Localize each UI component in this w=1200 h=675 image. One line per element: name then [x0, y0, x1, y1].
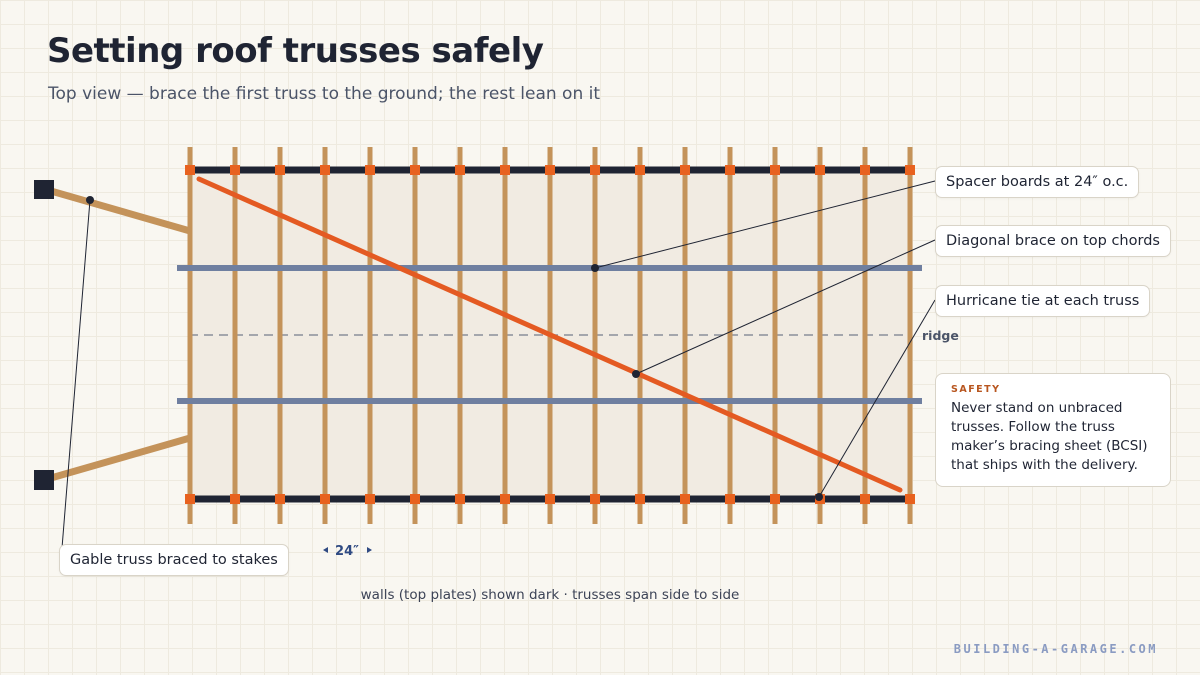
diagram-footnote: walls (top plates) shown dark · trusses …	[360, 587, 740, 603]
callout-hurricane: Hurricane tie at each truss	[935, 285, 1151, 317]
hurricane-tie-lower-4	[320, 494, 330, 504]
leader-diagonal	[635, 239, 936, 375]
stake-lower	[34, 470, 54, 490]
hurricane-tie-lower-12	[680, 494, 690, 504]
leader-dot-diagonal	[632, 370, 640, 378]
hurricane-tie-lower-8	[500, 494, 510, 504]
hurricane-tie-upper-14	[770, 165, 780, 175]
hurricane-tie-upper-3	[275, 165, 285, 175]
hurricane-tie-upper-1	[185, 165, 195, 175]
hurricane-tie-upper-11	[635, 165, 645, 175]
hurricane-tie-upper-4	[320, 165, 330, 175]
leader-dot-gable	[86, 196, 94, 204]
diagonal-brace	[196, 176, 903, 493]
hurricane-tie-upper-7	[455, 165, 465, 175]
hurricane-tie-lower-13	[725, 494, 735, 504]
leader-dot-hurricane	[815, 493, 823, 501]
callout-diagonal: Diagonal brace on top chords	[935, 225, 1171, 257]
hurricane-tie-lower-9	[545, 494, 555, 504]
page-title: Setting roof trusses safely	[47, 31, 544, 71]
hurricane-tie-upper-10	[590, 165, 600, 175]
leader-dot-spacers	[591, 264, 599, 272]
leader-gable	[61, 199, 91, 549]
hurricane-tie-upper-15	[815, 165, 825, 175]
safety-text: Never stand on unbraced trusses. Follow …	[951, 400, 1148, 473]
hurricane-tie-lower-14	[770, 494, 780, 504]
hurricane-tie-lower-5	[365, 494, 375, 504]
hurricane-tie-lower-10	[590, 494, 600, 504]
callout-spacers: Spacer boards at 24″ o.c.	[935, 166, 1140, 198]
safety-heading: SAFETY	[951, 384, 1001, 395]
hurricane-tie-lower-3	[275, 494, 285, 504]
hurricane-tie-upper-17	[905, 165, 915, 175]
hurricane-tie-upper-13	[725, 165, 735, 175]
safety-note: SAFETY Never stand on unbraced trusses. …	[935, 373, 1171, 487]
hurricane-tie-lower-11	[635, 494, 645, 504]
hurricane-tie-upper-9	[545, 165, 555, 175]
hurricane-tie-upper-12	[680, 165, 690, 175]
hurricane-tie-group	[185, 165, 915, 504]
spacing-label: 24″	[335, 544, 359, 559]
page-subtitle: Top view — brace the first truss to the …	[48, 84, 601, 104]
ridge-label: ridge	[922, 328, 959, 343]
callout-gable: Gable truss braced to stakes	[59, 544, 289, 576]
arrow-left-icon	[323, 547, 328, 553]
site-watermark: BUILDING-A-GARAGE.COM	[953, 642, 1158, 656]
leader-spacers	[594, 180, 936, 269]
hurricane-tie-lower-2	[230, 494, 240, 504]
hurricane-tie-lower-17	[905, 494, 915, 504]
arrow-right-icon	[367, 547, 372, 553]
hurricane-tie-upper-2	[230, 165, 240, 175]
gable-brace-lower	[43, 434, 191, 484]
hurricane-tie-lower-6	[410, 494, 420, 504]
hurricane-tie-lower-7	[455, 494, 465, 504]
truss-group	[187, 147, 913, 524]
stake-upper	[34, 180, 54, 199]
gable-brace-upper	[43, 185, 191, 235]
leader-hurricane	[818, 299, 936, 498]
hurricane-tie-lower-16	[860, 494, 870, 504]
hurricane-tie-lower-1	[185, 494, 195, 504]
hurricane-tie-upper-5	[365, 165, 375, 175]
hurricane-tie-upper-8	[500, 165, 510, 175]
hurricane-tie-upper-16	[860, 165, 870, 175]
hurricane-tie-upper-6	[410, 165, 420, 175]
